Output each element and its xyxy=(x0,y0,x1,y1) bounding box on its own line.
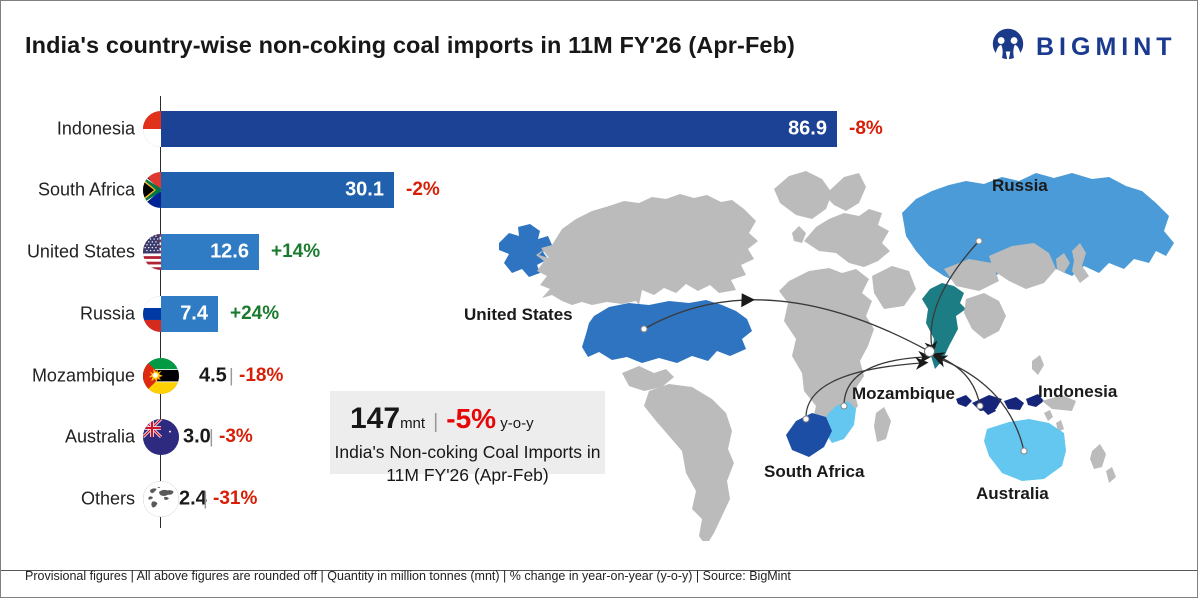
svg-text:Mozambique: Mozambique xyxy=(852,384,955,403)
svg-text:Indonesia: Indonesia xyxy=(1038,382,1118,401)
svg-text:Russia: Russia xyxy=(992,176,1048,195)
svg-text:South Africa: South Africa xyxy=(764,462,865,481)
svg-text:United States: United States xyxy=(464,305,573,324)
svg-text:Australia: Australia xyxy=(976,484,1049,503)
